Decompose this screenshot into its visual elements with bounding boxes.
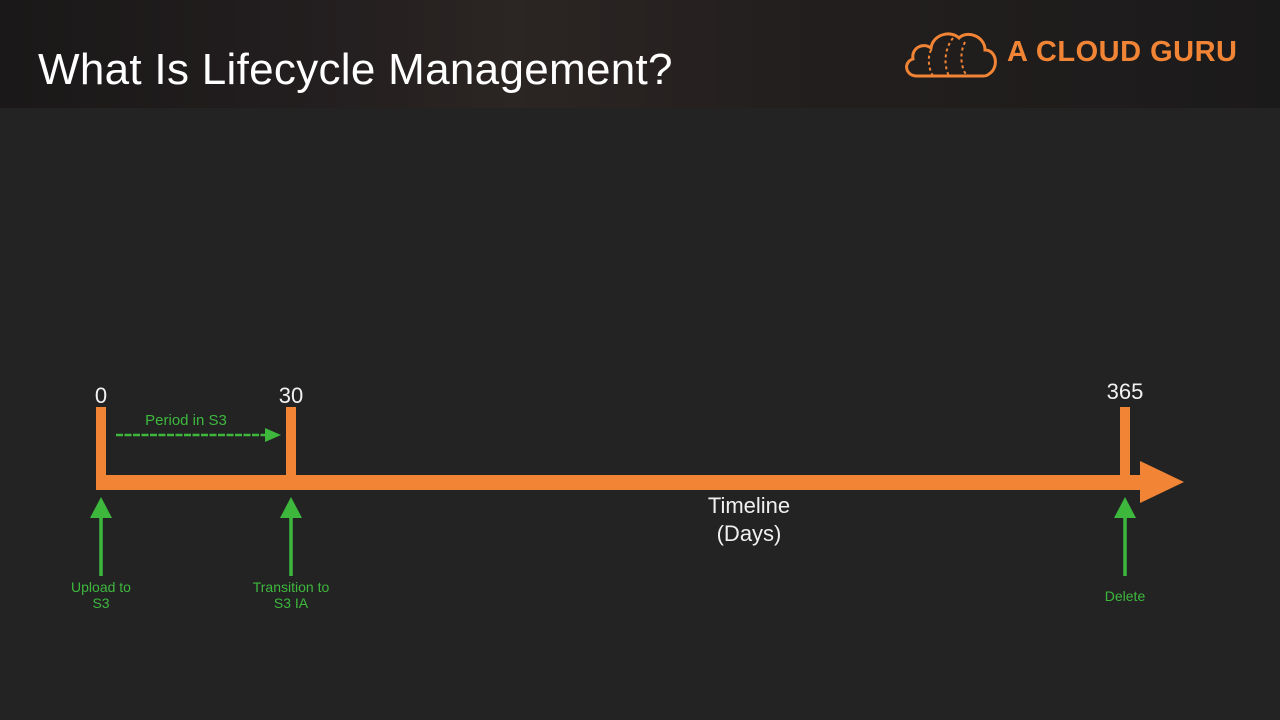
- tick-mark-30: [286, 407, 296, 477]
- slide-title: What Is Lifecycle Management?: [38, 45, 673, 94]
- event-label: Delete: [1105, 588, 1145, 604]
- tick-label-0: 0: [94, 383, 108, 408]
- event-label-line2: S3 IA: [273, 595, 309, 611]
- event-label-line1: Delete: [1104, 588, 1146, 604]
- period-label: Period in S3: [145, 412, 227, 429]
- tick-mark-0: [96, 407, 106, 477]
- event-label: Transition to S3 IA: [253, 579, 330, 611]
- axis-title-line2: (Days): [716, 521, 782, 546]
- event-label-line2: S3: [92, 595, 110, 611]
- axis-title: Timeline (Days): [708, 492, 790, 548]
- cloud-logo-icon: [905, 32, 997, 78]
- slide-header: [0, 0, 1280, 108]
- event-arrow-head: [280, 497, 302, 518]
- timeline-axis: [96, 475, 1142, 490]
- axis-title-line1: Timeline: [707, 493, 791, 518]
- tick-label-30: 30: [278, 383, 304, 408]
- tick-label-365: 365: [1106, 379, 1144, 404]
- event-label-line1: Upload to: [71, 579, 131, 595]
- brand-logo: A CLOUD GURU: [903, 28, 1243, 84]
- event-arrow-head: [1114, 497, 1136, 518]
- event-arrow-head: [90, 497, 112, 518]
- tick-mark-365: [1120, 407, 1130, 477]
- timeline-arrowhead: [1140, 461, 1184, 503]
- brand-name: A CLOUD GURU: [1007, 36, 1238, 68]
- event-label: Upload to S3: [71, 579, 131, 611]
- event-label-line1: Transition to: [252, 579, 330, 595]
- period-arrow-head: [265, 428, 281, 442]
